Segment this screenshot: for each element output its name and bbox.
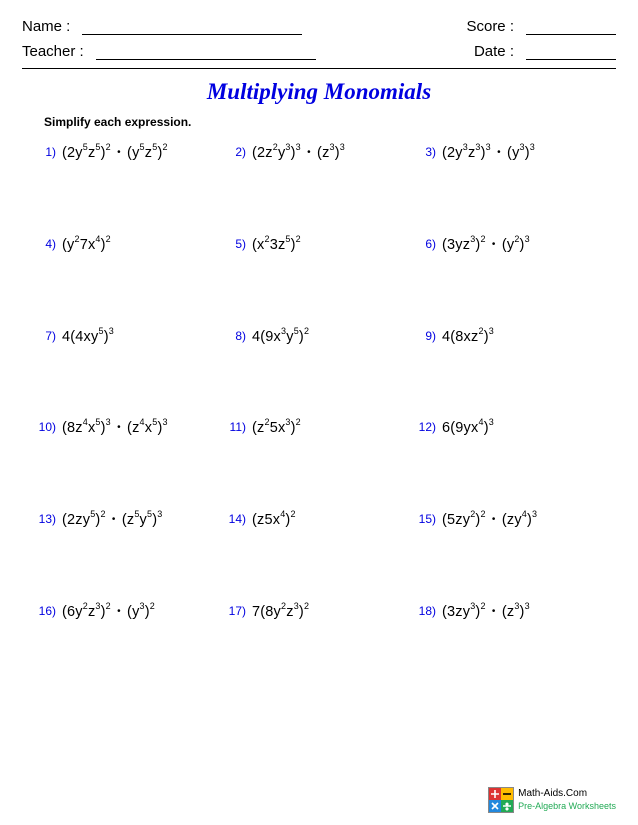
- problem-expression: (z5x4)2: [252, 510, 296, 528]
- problem-number: 12): [416, 420, 436, 434]
- problem-row: 10) (8z4x5)3 • (z4x5)3 11) (z25x3)2 12) 6(9yx…: [36, 418, 606, 436]
- problem-expression: 4(4xy5)3: [62, 327, 114, 345]
- problem-number: 2): [226, 145, 246, 159]
- problem-expression: (2y3z3)3 • (y3)3: [442, 143, 535, 161]
- name-label: Name :: [22, 18, 70, 35]
- problem-cell: 3) (2y3z3)3 • (y3)3: [416, 143, 606, 161]
- problem-cell: 16) (6y2z3)2 • (y3)2: [36, 602, 226, 620]
- problem-cell: 12) 6(9yx4)3: [416, 418, 606, 436]
- score-field: Score :: [466, 18, 616, 35]
- name-field: Name :: [22, 18, 302, 35]
- problem-number: 14): [226, 512, 246, 526]
- problem-expression: (8z4x5)3 • (z4x5)3: [62, 418, 168, 436]
- teacher-label: Teacher :: [22, 43, 84, 60]
- problem-number: 4): [36, 237, 56, 251]
- problem-expression: 6(9yx4)3: [442, 418, 494, 436]
- problem-row: 1) (2y5z5)2 • (y5z5)2 2) (2z2y3)3 • (z3)3 3)…: [36, 143, 606, 161]
- problem-number: 9): [416, 329, 436, 343]
- problem-number: 3): [416, 145, 436, 159]
- problem-expression: (6y2z3)2 • (y3)2: [62, 602, 155, 620]
- problem-expression: 4(9x3y5)2: [252, 327, 309, 345]
- problem-number: 7): [36, 329, 56, 343]
- problem-row: 7) 4(4xy5)3 8) 4(9x3y5)2 9) 4(8xz2)3: [36, 327, 606, 345]
- score-label: Score :: [466, 18, 514, 35]
- problem-cell: 7) 4(4xy5)3: [36, 327, 226, 345]
- worksheet-title: Multiplying Monomials: [22, 79, 616, 105]
- problem-expression: (5zy2)2 • (zy4)3: [442, 510, 537, 528]
- score-line[interactable]: [526, 19, 616, 35]
- problem-expression: (2zy5)2 • (z5y5)3: [62, 510, 162, 528]
- problem-expression: (z25x3)2: [252, 418, 301, 436]
- problem-number: 18): [416, 604, 436, 618]
- problem-cell: 18) (3zy3)2 • (z3)3: [416, 602, 606, 620]
- math-aids-icon: [488, 787, 514, 813]
- footer: Math-Aids.Com Pre-Algebra Worksheets: [488, 787, 616, 813]
- date-field: Date :: [474, 43, 616, 60]
- problem-expression: (3zy3)2 • (z3)3: [442, 602, 530, 620]
- instruction-text: Simplify each expression.: [44, 115, 616, 129]
- problem-expression: (y27x4)2: [62, 235, 111, 253]
- date-line[interactable]: [526, 44, 616, 60]
- problem-number: 8): [226, 329, 246, 343]
- problem-number: 5): [226, 237, 246, 251]
- header-divider: [22, 68, 616, 69]
- problem-row: 13) (2zy5)2 • (z5y5)3 14) (z5x4)2 15) (5zy2)2…: [36, 510, 606, 528]
- problem-cell: 10) (8z4x5)3 • (z4x5)3: [36, 418, 226, 436]
- problem-cell: 9) 4(8xz2)3: [416, 327, 606, 345]
- problem-cell: 6) (3yz3)2 • (y2)3: [416, 235, 606, 253]
- problem-row: 16) (6y2z3)2 • (y3)2 17) 7(8y2z3)2 18) (3zy3)…: [36, 602, 606, 620]
- problem-cell: 17) 7(8y2z3)2: [226, 602, 416, 620]
- problem-number: 6): [416, 237, 436, 251]
- problem-number: 17): [226, 604, 246, 618]
- footer-text: Math-Aids.Com Pre-Algebra Worksheets: [518, 788, 616, 812]
- teacher-line[interactable]: [96, 44, 316, 60]
- problem-expression: 4(8xz2)3: [442, 327, 494, 345]
- problem-cell: 11) (z25x3)2: [226, 418, 416, 436]
- problem-number: 11): [226, 420, 246, 434]
- problem-number: 1): [36, 145, 56, 159]
- problems-grid: 1) (2y5z5)2 • (y5z5)2 2) (2z2y3)3 • (z3)3 3)…: [22, 143, 616, 620]
- problem-number: 16): [36, 604, 56, 618]
- worksheet-page: Name : Score : Teacher : Date : Multiply…: [0, 0, 638, 825]
- problem-number: 13): [36, 512, 56, 526]
- problem-expression: (3yz3)2 • (y2)3: [442, 235, 530, 253]
- problem-row: 4) (y27x4)2 5) (x23z5)2 6) (3yz3)2 • (y2)3: [36, 235, 606, 253]
- problem-number: 15): [416, 512, 436, 526]
- problem-cell: 1) (2y5z5)2 • (y5z5)2: [36, 143, 226, 161]
- teacher-field: Teacher :: [22, 43, 316, 60]
- problem-cell: 8) 4(9x3y5)2: [226, 327, 416, 345]
- problem-expression: (x23z5)2: [252, 235, 301, 253]
- problem-cell: 14) (z5x4)2: [226, 510, 416, 528]
- problem-expression: 7(8y2z3)2: [252, 602, 309, 620]
- header-row-1: Name : Score :: [22, 18, 616, 35]
- problem-cell: 15) (5zy2)2 • (zy4)3: [416, 510, 606, 528]
- problem-expression: (2y5z5)2 • (y5z5)2: [62, 143, 168, 161]
- problem-cell: 5) (x23z5)2: [226, 235, 416, 253]
- footer-line2: Pre-Algebra Worksheets: [518, 800, 616, 812]
- footer-line1: Math-Aids.Com: [518, 788, 616, 800]
- problem-cell: 2) (2z2y3)3 • (z3)3: [226, 143, 416, 161]
- problem-expression: (2z2y3)3 • (z3)3: [252, 143, 345, 161]
- problem-number: 10): [36, 420, 56, 434]
- problem-cell: 13) (2zy5)2 • (z5y5)3: [36, 510, 226, 528]
- header-row-2: Teacher : Date :: [22, 43, 616, 60]
- problem-cell: 4) (y27x4)2: [36, 235, 226, 253]
- date-label: Date :: [474, 43, 514, 60]
- name-line[interactable]: [82, 19, 302, 35]
